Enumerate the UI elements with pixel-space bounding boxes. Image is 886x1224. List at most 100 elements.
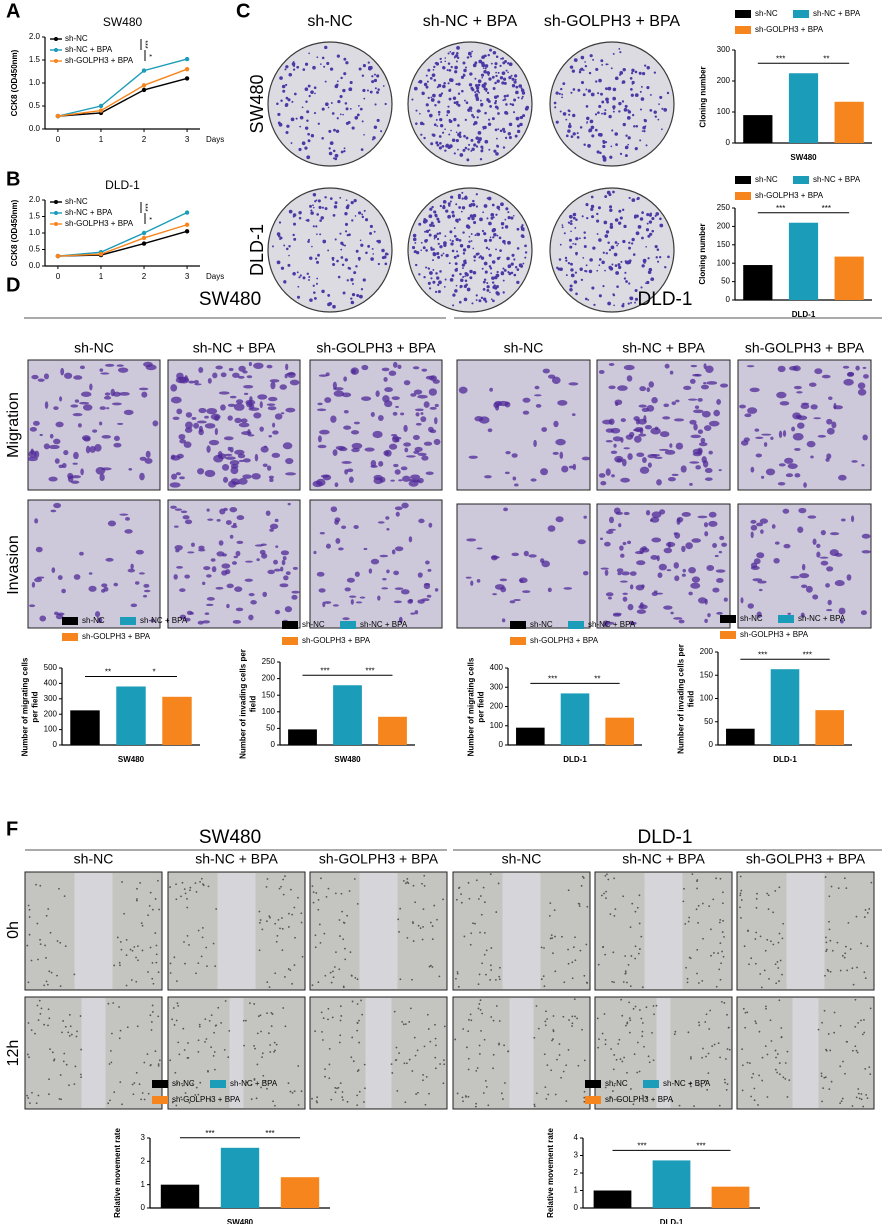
cell-stain <box>218 540 224 546</box>
colony <box>376 90 380 94</box>
cell <box>428 1092 430 1095</box>
colony <box>276 232 281 236</box>
legend-swatch <box>340 621 356 629</box>
cell <box>28 933 31 936</box>
cell-stain <box>427 568 432 572</box>
cell <box>319 941 322 944</box>
cell-stain <box>266 403 276 406</box>
cell <box>205 1038 208 1040</box>
colony-plate <box>407 41 533 167</box>
cell-stain <box>402 475 411 482</box>
cell-stain <box>403 442 412 447</box>
cell-stain <box>700 437 706 443</box>
cell <box>722 902 724 905</box>
cell <box>825 936 827 939</box>
cell <box>258 910 261 913</box>
cell-stain <box>689 482 693 486</box>
colony <box>602 144 606 149</box>
cell <box>311 885 314 888</box>
colony <box>648 220 653 224</box>
cell-stain <box>280 412 285 415</box>
colony <box>507 211 510 214</box>
cell-stain <box>256 558 260 562</box>
colony <box>327 302 331 307</box>
cell <box>846 1040 848 1043</box>
cell <box>48 1093 50 1096</box>
cell <box>397 918 400 921</box>
cell-stain <box>638 604 648 610</box>
cell-stain <box>394 506 403 511</box>
significance-label: *** <box>696 1142 705 1151</box>
colony <box>339 94 343 99</box>
cell <box>80 1048 83 1051</box>
cell <box>59 985 62 988</box>
cell-stain <box>226 583 234 589</box>
colony <box>646 280 650 285</box>
cell <box>194 882 197 885</box>
significance-label: *** <box>758 650 767 659</box>
colony <box>631 198 636 203</box>
cell <box>121 1103 123 1106</box>
cell-stain <box>335 445 346 450</box>
cell <box>578 903 581 905</box>
colony <box>286 124 290 128</box>
cell-stain <box>289 379 300 386</box>
cell <box>760 986 763 989</box>
cell <box>755 906 758 909</box>
cell-stain <box>655 592 664 595</box>
cell <box>80 1076 83 1079</box>
colony <box>374 87 377 90</box>
colony <box>436 143 440 147</box>
cell <box>356 1104 359 1107</box>
cell <box>223 1048 226 1051</box>
cell <box>125 954 128 957</box>
colony <box>302 68 306 71</box>
colony <box>604 234 609 238</box>
colony <box>505 103 508 106</box>
cell-stain <box>851 460 858 463</box>
cell-stain <box>650 516 660 523</box>
cell <box>775 1056 777 1059</box>
colony <box>377 88 380 91</box>
cell <box>293 906 296 909</box>
cell-stain <box>704 467 713 474</box>
colony <box>371 247 374 250</box>
cell <box>294 936 296 939</box>
cell-stain <box>394 587 404 590</box>
cell <box>474 922 476 925</box>
colony <box>612 107 615 110</box>
colony <box>462 267 464 269</box>
cell-stain <box>234 586 243 592</box>
colony <box>521 95 524 98</box>
cell-stain <box>857 388 867 396</box>
cell <box>766 1096 769 1098</box>
cell-stain <box>285 407 296 413</box>
colony <box>288 254 290 257</box>
colony <box>626 115 631 120</box>
colony <box>427 68 431 72</box>
colony <box>631 71 634 75</box>
cell-stain <box>605 439 613 443</box>
cell-stain <box>197 620 204 625</box>
point <box>184 67 190 72</box>
cell <box>207 1070 209 1073</box>
colony <box>522 262 525 265</box>
cell <box>149 891 152 894</box>
cell <box>321 1031 323 1033</box>
cell <box>852 983 855 986</box>
colony <box>322 239 327 244</box>
colony <box>356 113 360 117</box>
colony <box>427 96 430 99</box>
cell <box>259 921 261 924</box>
cell-stain <box>145 450 151 458</box>
cell-stain <box>633 435 642 443</box>
cell-stain <box>433 438 441 446</box>
cell <box>715 877 717 880</box>
cell-stain <box>266 364 273 369</box>
cell <box>177 1041 180 1044</box>
cell <box>709 1009 712 1012</box>
cell <box>740 889 743 892</box>
cell-stain <box>253 362 264 369</box>
colony <box>453 56 456 59</box>
cell <box>776 1053 779 1055</box>
